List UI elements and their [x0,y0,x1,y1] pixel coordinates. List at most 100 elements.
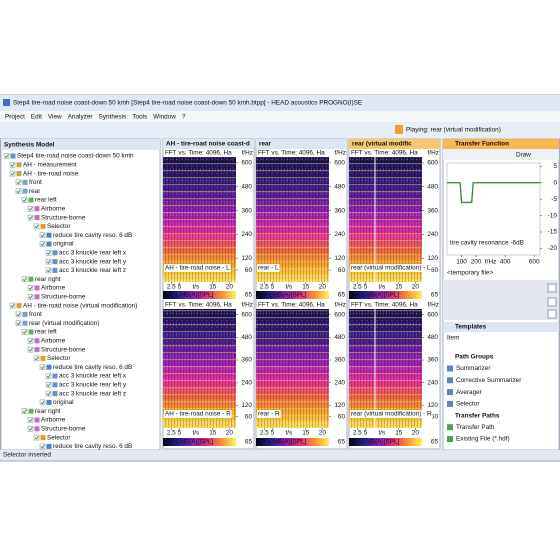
x-tick-label: 15 [302,430,310,437]
tree-label[interactable]: Structure-borne [41,293,86,300]
view-tab[interactable] [349,139,440,149]
tree-label[interactable]: acc 3 knuckle rear left y [59,258,127,265]
tree-checkbox[interactable] [27,214,34,221]
y-tick-label: -10 [548,212,558,219]
menu-item[interactable]: Synthesis [99,114,127,121]
tree-checkbox[interactable] [45,390,52,397]
tree-checkbox[interactable] [45,373,52,379]
tree-checkbox[interactable] [15,188,22,194]
tree-checkbox[interactable] [9,170,16,177]
tree-label[interactable]: AH - tire-road noise (virtual modificati… [23,302,137,309]
tree-checkbox[interactable] [33,355,40,362]
tree-label[interactable]: rear left [35,197,57,204]
template-item[interactable]: Selector [456,401,480,408]
tree-checkbox[interactable] [15,311,22,318]
tree-checkbox[interactable] [21,197,28,203]
tree-checkbox[interactable] [45,382,52,388]
colorbar-label: L/dB(A)[SPL] [176,439,214,446]
template-item[interactable]: Averager [456,389,483,396]
tree-check [46,374,51,379]
tree-checkbox[interactable] [45,258,52,265]
view-tab-label[interactable]: AH - tire-road noise coast-d [166,141,250,148]
tree-checkbox[interactable] [33,434,40,441]
tree-checkbox[interactable] [45,267,52,274]
view-tab-label[interactable]: rear (virtual modific [352,141,412,148]
templates-item[interactable]: Item [447,335,459,342]
menu-item[interactable]: Project [5,114,25,121]
tree-label[interactable]: acc 3 knuckle rear left x [59,249,127,256]
template-item[interactable]: Existing File (*.hdf) [456,436,510,443]
tree-label[interactable]: Structure-borne [41,425,86,432]
menu-item[interactable]: Window [153,114,176,121]
tree-checkbox[interactable] [27,285,34,291]
menu-item[interactable]: Edit [31,114,42,121]
tree-label[interactable]: reduce tire cavity reso. 6 dB [53,232,132,239]
tree-label[interactable]: rear right [35,276,61,283]
tool-button[interactable] [547,297,557,307]
tree-checkbox[interactable] [21,276,28,282]
tree-checkbox[interactable] [39,399,46,406]
tree-label[interactable]: AH - measurement [23,161,77,168]
colorbar [349,291,422,299]
tree-checkbox[interactable] [27,206,34,212]
tree-label[interactable]: front [29,311,42,318]
tree-label[interactable]: rear (virtual modification) [29,320,99,327]
tree-checkbox[interactable] [21,408,28,414]
tree-label[interactable]: Structure-borne [41,346,86,353]
colorbar [256,438,329,446]
tree-label[interactable]: Airborne [41,417,66,424]
tree-checkbox[interactable] [15,179,22,186]
view-tab-label[interactable]: rear [259,141,272,148]
tree-checkbox[interactable] [27,338,34,344]
menu-item[interactable]: Tools [132,114,147,121]
view-tab[interactable] [163,139,254,149]
tree-label[interactable]: Step4 tire-road noise coast-down 50 kmh [17,153,134,160]
menu-item[interactable]: View [48,114,62,121]
tree-checkbox[interactable] [27,294,34,300]
tree-checkbox[interactable] [27,346,34,353]
tree-label[interactable]: Airborne [41,285,66,292]
tree-checkbox[interactable] [15,320,22,326]
menu-item[interactable]: ? [182,114,186,121]
tree-label[interactable]: front [29,179,42,186]
tree-label[interactable]: Airborne [41,205,66,212]
tree-label[interactable]: Selector [47,223,71,230]
tree-label[interactable]: AH - tire-road noise [23,170,79,177]
tree-checkbox[interactable] [45,250,52,256]
tree-checkbox[interactable] [27,426,34,432]
template-item[interactable]: Summarizer [456,365,491,372]
tool-button[interactable] [547,309,557,319]
tree-checkbox[interactable] [39,443,46,450]
tool-button[interactable] [547,283,557,293]
tree-label[interactable]: rear right [35,408,61,415]
tree-checkbox[interactable] [21,329,28,335]
tree-checkbox[interactable] [39,364,46,370]
tree-label[interactable]: Selector [47,355,71,362]
tree-label[interactable]: rear left [35,329,57,336]
tree-label[interactable]: acc 3 knuckle rear left x [59,373,127,380]
tree-checkbox[interactable] [27,417,34,423]
tree-label[interactable]: Structure-borne [41,214,86,221]
tree-label[interactable]: acc 3 knuckle rear left z [59,390,126,397]
template-item[interactable]: Corrective Summarizer [456,377,522,384]
tree-label[interactable]: Selector [47,434,71,441]
tree-label[interactable]: rear [29,188,41,195]
play-icon[interactable] [395,125,403,134]
tree-label[interactable]: Airborne [41,337,66,344]
tree-label[interactable]: acc 3 knuckle rear left y [59,381,127,388]
tree-label[interactable]: reduce tire cavity reso. 6 dB [53,364,132,371]
tree-label[interactable]: reduce tire cavity reso. 6 dB [53,443,132,450]
tree-checkbox[interactable] [9,302,16,309]
tree-checkbox[interactable] [33,223,40,230]
tree-checkbox[interactable] [39,241,46,247]
tree-label[interactable]: original [53,241,74,248]
template-item[interactable]: Transfer Path [456,424,495,431]
tree-checkbox[interactable] [9,162,16,168]
tree-label[interactable]: acc 3 knuckle rear left z [59,267,126,274]
view-tab[interactable] [256,139,347,149]
tree-label[interactable]: original [53,399,74,406]
tree-checkbox[interactable] [39,232,46,238]
menu-item[interactable]: Analyzer [68,114,94,121]
draw-button[interactable]: Draw [516,152,531,159]
tree-checkbox[interactable] [3,153,10,159]
